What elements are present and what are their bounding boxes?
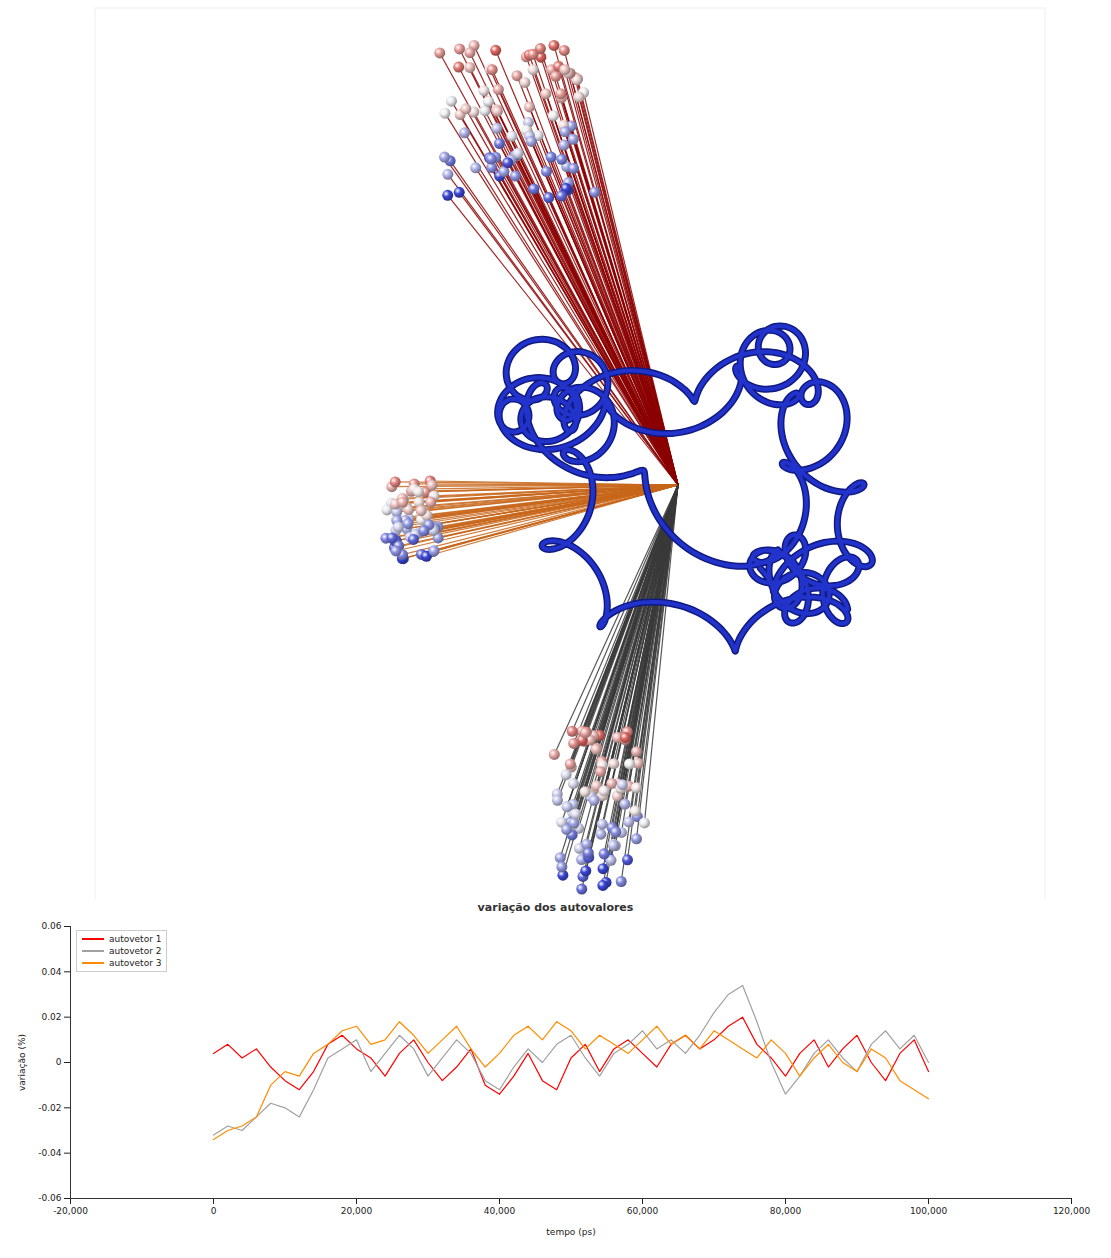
html-text:autovetor 1: autovetor 1 (109, 934, 162, 944)
svg-text:0: 0 (211, 1206, 217, 1216)
svg-text:80,000: 80,000 (770, 1206, 802, 1216)
svg-text:variação (%): variação (%) (17, 1034, 27, 1091)
svg-text:0.04: 0.04 (41, 967, 61, 977)
svg-text:60,000: 60,000 (627, 1206, 659, 1216)
svg-text:0: 0 (56, 1057, 62, 1067)
svg-text:tempo (ps): tempo (ps) (546, 1227, 595, 1237)
svg-text:120,000: 120,000 (1053, 1206, 1090, 1216)
svg-text:0.02: 0.02 (41, 1012, 61, 1022)
html-text:autovetor 2: autovetor 2 (109, 946, 162, 956)
svg-text:20,000: 20,000 (341, 1206, 373, 1216)
svg-text:-20,000: -20,000 (53, 1206, 88, 1216)
svg-text:-0.06: -0.06 (38, 1193, 62, 1203)
html-text:variação dos autovalores: variação dos autovalores (477, 901, 634, 914)
svg-text:40,000: 40,000 (484, 1206, 516, 1216)
svg-text:-0.04: -0.04 (38, 1148, 62, 1158)
html-text:autovetor 3: autovetor 3 (109, 958, 162, 968)
svg-text:0.06: 0.06 (41, 921, 61, 931)
svg-text:100,000: 100,000 (910, 1206, 947, 1216)
svg-text:-0.02: -0.02 (38, 1103, 61, 1113)
